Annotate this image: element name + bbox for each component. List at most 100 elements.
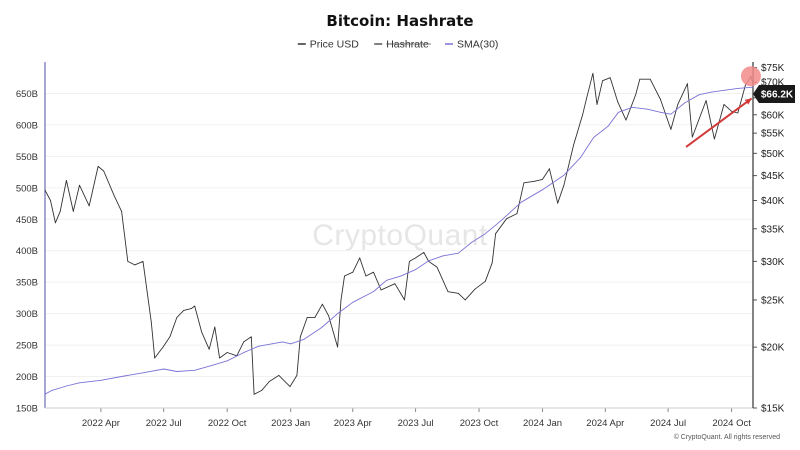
data-point-sma-30- (303, 339, 305, 340)
data-point-sma-30- (271, 343, 273, 345)
data-point-price-usd (113, 194, 115, 196)
data-point-sma-30- (500, 220, 501, 222)
watermark: CryptoQuant (312, 219, 488, 252)
data-point-sma-30- (471, 242, 472, 243)
x-tick-label: 2022 Oct (208, 418, 247, 429)
data-point-price-usd (491, 262, 493, 264)
y-right-tick-label: $40K (761, 196, 785, 207)
y-left-tick-label: 550B (16, 152, 38, 163)
y-right-tick-label: $20K (761, 343, 785, 354)
data-point-price-usd (154, 357, 156, 359)
data-point-sma-30- (281, 341, 283, 343)
data-point-price-usd (121, 210, 122, 212)
data-point-price-usd (79, 184, 80, 186)
data-point-price-usd (365, 275, 367, 277)
data-point-price-usd (592, 72, 594, 74)
y-right-tick-label: $25K (761, 295, 785, 306)
data-point-sma-30- (121, 376, 122, 377)
x-tick-label: 2023 Jul (398, 418, 434, 429)
data-point-price-usd (596, 104, 598, 105)
data-point-price-usd (380, 289, 382, 291)
data-point-price-usd (533, 180, 535, 182)
data-point-price-usd (563, 184, 565, 186)
data-point-price-usd (516, 213, 518, 215)
data-point-price-usd (523, 182, 525, 184)
y-left-tick-label: 400B (16, 246, 38, 257)
data-point-price-usd (176, 317, 178, 318)
data-point-price-usd (457, 292, 459, 294)
data-point-sma-30- (290, 343, 292, 345)
data-point-sma-30- (373, 291, 374, 293)
data-point-price-usd (586, 97, 588, 99)
y-right-tick-label: $50K (761, 149, 785, 160)
data-point-price-usd (299, 336, 301, 338)
data-point-price-usd (268, 381, 270, 382)
x-tick-label: 2024 Apr (586, 418, 624, 429)
data-point-price-usd (253, 393, 255, 395)
y-right-tick-label: $75K (761, 63, 785, 74)
data-point-sma-30- (484, 233, 486, 235)
trend-arrow-head (744, 98, 752, 105)
x-tick-label: 2024 Jul (650, 418, 686, 429)
data-point-sma-30- (321, 327, 323, 328)
data-point-price-usd (44, 189, 46, 191)
data-point-sma-30- (337, 313, 338, 315)
data-point-sma-30- (670, 113, 672, 115)
data-point-price-usd (59, 210, 61, 212)
data-point-price-usd (404, 299, 405, 301)
legend-label: Hashrate (386, 39, 429, 51)
y-left-tick-label: 450B (16, 215, 38, 226)
data-point-price-usd (705, 100, 707, 101)
trend-arrow (685, 97, 753, 148)
data-point-price-usd (134, 264, 136, 266)
data-point-price-usd (713, 138, 715, 140)
data-point-sma-30- (442, 255, 444, 257)
data-point-price-usd (243, 341, 245, 343)
series-line-sma-30- (44, 86, 754, 395)
data-point-price-usd (582, 114, 583, 116)
data-point-sma-30- (142, 372, 144, 374)
data-point-sma-30- (428, 260, 430, 262)
data-point-sma-30- (194, 369, 196, 371)
data-point-price-usd (670, 128, 672, 130)
y-left-tick-label: 300B (16, 309, 38, 320)
data-point-price-usd (352, 271, 354, 273)
data-point-price-usd (609, 77, 611, 79)
data-point-price-usd (625, 119, 627, 121)
data-point-price-usd (691, 136, 693, 138)
data-point-sma-30- (593, 137, 594, 138)
y-left-tick-label: 650B (16, 89, 38, 100)
highlight-circle (740, 66, 761, 87)
x-tick-label: 2023 Apr (334, 418, 372, 429)
data-point-price-usd (639, 78, 641, 80)
y-left-tick-label: 250B (16, 341, 38, 352)
current-price-label: $66.2K (761, 89, 794, 100)
data-point-price-usd (183, 309, 185, 311)
data-point-price-usd (190, 308, 192, 309)
legend-item: Hashrate (374, 39, 431, 51)
data-point-price-usd (142, 260, 144, 262)
data-point-sma-30- (226, 360, 228, 362)
current-price-tag (753, 84, 795, 103)
data-point-sma-30- (176, 371, 178, 372)
data-point-price-usd (436, 266, 438, 268)
data-point-price-usd (677, 104, 679, 105)
data-point-price-usd (201, 331, 203, 333)
data-point-price-usd (344, 275, 345, 277)
data-point-price-usd (54, 222, 56, 224)
data-point-sma-30- (415, 269, 416, 270)
x-tick-label: 2024 Jan (523, 418, 562, 429)
data-point-price-usd (731, 110, 733, 112)
data-point-price-usd (289, 386, 291, 387)
y-right-tick-label: $35K (761, 224, 785, 235)
data-point-sma-30- (752, 86, 754, 88)
chart-title: Bitcoin: Hashrate (326, 12, 473, 30)
data-point-price-usd (261, 390, 263, 391)
data-point-price-usd (194, 305, 196, 307)
data-point-sma-30- (607, 125, 609, 127)
data-point-sma-30- (737, 88, 739, 89)
data-point-price-usd (314, 317, 316, 318)
x-tick-label: 2023 Jan (271, 418, 310, 429)
legend: Price USD Hashrate SMA(30) (297, 39, 498, 51)
